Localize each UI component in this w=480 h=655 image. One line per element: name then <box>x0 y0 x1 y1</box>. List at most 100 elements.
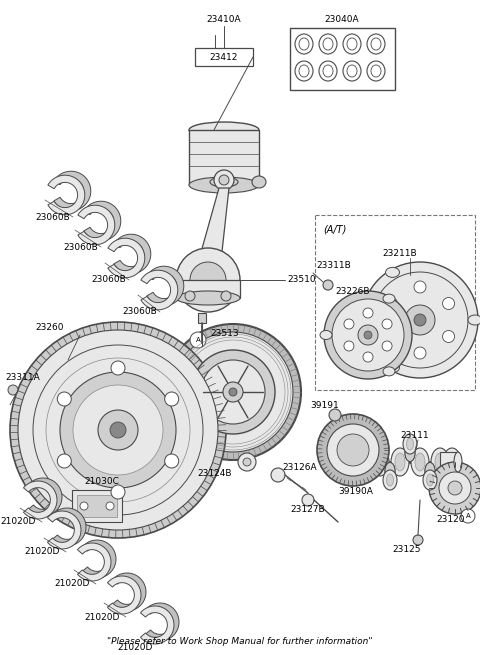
Text: (A/T): (A/T) <box>323 224 347 234</box>
Ellipse shape <box>351 449 365 475</box>
Ellipse shape <box>385 267 399 277</box>
Circle shape <box>448 481 462 495</box>
Ellipse shape <box>431 448 449 476</box>
Ellipse shape <box>447 453 457 471</box>
Text: 21020D: 21020D <box>0 517 36 527</box>
Circle shape <box>223 382 243 402</box>
Text: 39191: 39191 <box>310 400 339 409</box>
Circle shape <box>362 262 478 378</box>
Ellipse shape <box>189 177 259 193</box>
Ellipse shape <box>385 462 395 479</box>
Ellipse shape <box>371 448 389 476</box>
Ellipse shape <box>383 367 395 376</box>
Text: 23412: 23412 <box>210 52 238 62</box>
Circle shape <box>238 453 256 471</box>
Text: 21020D: 21020D <box>84 612 120 622</box>
Circle shape <box>165 392 179 406</box>
Text: 23510: 23510 <box>287 276 316 284</box>
Circle shape <box>382 341 392 351</box>
Circle shape <box>190 332 206 348</box>
Circle shape <box>190 262 226 298</box>
Bar <box>195 48 253 66</box>
Ellipse shape <box>415 453 425 471</box>
Ellipse shape <box>189 122 259 138</box>
Bar <box>72 490 122 522</box>
Ellipse shape <box>323 65 333 77</box>
Circle shape <box>8 385 18 395</box>
Ellipse shape <box>299 65 309 77</box>
Text: 23226B: 23226B <box>335 288 370 297</box>
Ellipse shape <box>411 448 429 476</box>
Circle shape <box>443 331 455 343</box>
Ellipse shape <box>363 434 377 454</box>
Polygon shape <box>141 606 174 644</box>
Circle shape <box>382 319 392 329</box>
Text: 21020D: 21020D <box>117 643 152 652</box>
Circle shape <box>344 319 354 329</box>
Circle shape <box>165 324 301 460</box>
Text: 23060B: 23060B <box>122 307 157 316</box>
Circle shape <box>243 458 251 466</box>
Text: 23111: 23111 <box>400 430 429 440</box>
Circle shape <box>98 410 138 450</box>
Circle shape <box>323 280 333 290</box>
Circle shape <box>110 422 126 438</box>
Ellipse shape <box>383 470 397 490</box>
Circle shape <box>439 472 471 504</box>
Circle shape <box>405 305 435 335</box>
Circle shape <box>364 331 372 339</box>
Ellipse shape <box>347 38 357 50</box>
Ellipse shape <box>425 462 435 479</box>
Polygon shape <box>189 130 259 185</box>
Circle shape <box>173 332 293 452</box>
Circle shape <box>46 358 190 502</box>
Ellipse shape <box>349 448 367 476</box>
Polygon shape <box>108 576 141 614</box>
Ellipse shape <box>407 438 413 450</box>
Circle shape <box>106 502 114 510</box>
Circle shape <box>302 494 314 506</box>
Text: 23124B: 23124B <box>197 470 231 479</box>
Ellipse shape <box>347 65 357 77</box>
Ellipse shape <box>427 474 433 486</box>
Polygon shape <box>147 266 184 306</box>
Bar <box>77 495 117 517</box>
Text: 23513: 23513 <box>210 329 239 337</box>
Ellipse shape <box>454 452 462 472</box>
Text: 23060B: 23060B <box>63 242 98 252</box>
Circle shape <box>176 248 240 312</box>
Text: "Please refer to Work Shop Manual for further information": "Please refer to Work Shop Manual for fu… <box>107 637 373 645</box>
Bar <box>290 28 395 90</box>
Ellipse shape <box>176 291 240 305</box>
Ellipse shape <box>319 34 337 54</box>
Circle shape <box>344 341 354 351</box>
Ellipse shape <box>353 453 363 471</box>
Circle shape <box>317 414 389 486</box>
Polygon shape <box>108 238 145 278</box>
Text: 23040A: 23040A <box>324 16 360 24</box>
Ellipse shape <box>299 38 309 50</box>
Circle shape <box>358 325 378 345</box>
Polygon shape <box>52 508 86 546</box>
Text: 23120: 23120 <box>436 515 465 525</box>
Circle shape <box>201 360 265 424</box>
Ellipse shape <box>405 445 415 462</box>
Circle shape <box>57 454 72 468</box>
Ellipse shape <box>210 177 238 187</box>
Ellipse shape <box>295 34 313 54</box>
Ellipse shape <box>319 61 337 81</box>
Circle shape <box>363 352 373 362</box>
Text: 23125: 23125 <box>392 546 420 555</box>
Text: 23311A: 23311A <box>5 373 40 383</box>
Text: 23260: 23260 <box>35 324 63 333</box>
Text: 21030C: 21030C <box>84 477 119 487</box>
Polygon shape <box>28 478 62 516</box>
Text: 23127B: 23127B <box>290 506 324 514</box>
Ellipse shape <box>323 38 333 50</box>
Polygon shape <box>77 543 111 581</box>
Ellipse shape <box>367 34 385 54</box>
Circle shape <box>10 322 226 538</box>
Polygon shape <box>54 171 91 211</box>
Circle shape <box>414 281 426 293</box>
Ellipse shape <box>405 445 415 462</box>
